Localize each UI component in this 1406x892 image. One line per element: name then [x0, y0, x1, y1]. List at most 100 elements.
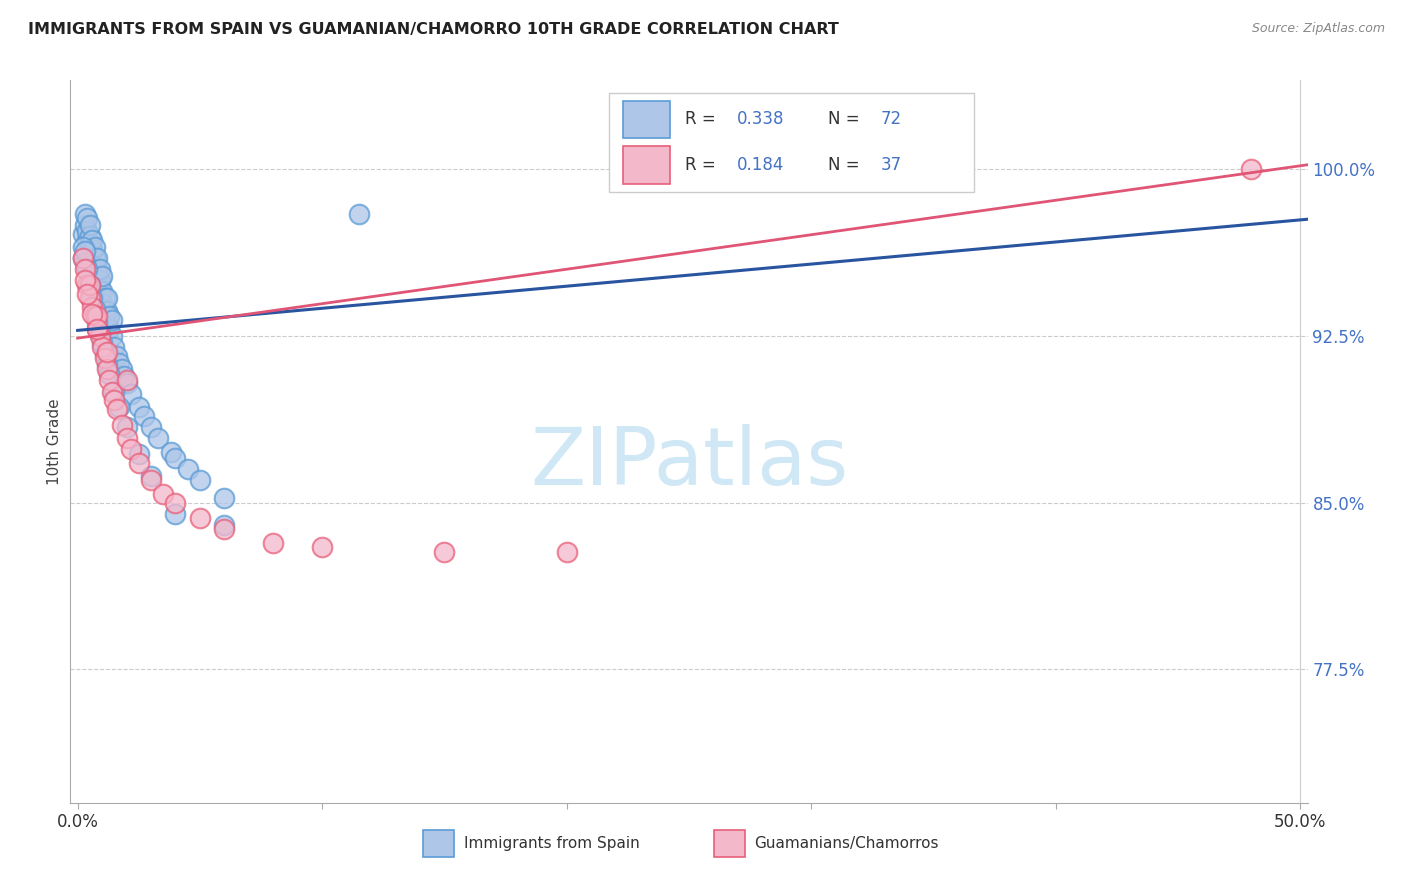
Point	[83, 302, 105, 317]
Point	[103, 384, 125, 399]
Point	[73, 218, 96, 232]
Text: R =: R =	[685, 156, 721, 174]
Point	[111, 362, 134, 376]
Point	[82, 233, 104, 247]
Point	[91, 268, 114, 283]
Point	[152, 487, 174, 501]
Point	[120, 442, 142, 457]
Point	[76, 233, 98, 247]
Point	[73, 244, 96, 259]
Point	[103, 340, 125, 354]
Point	[79, 277, 101, 292]
Point	[76, 277, 98, 292]
Point	[98, 322, 121, 336]
Point	[139, 474, 162, 488]
Text: N =: N =	[828, 156, 865, 174]
Point	[148, 431, 170, 445]
Point	[79, 291, 101, 305]
Point	[120, 386, 142, 401]
Y-axis label: 10th Grade: 10th Grade	[46, 398, 62, 485]
Point	[139, 469, 162, 483]
Text: N =: N =	[828, 111, 865, 128]
Point	[1240, 162, 1263, 177]
Point	[111, 417, 134, 432]
Point	[91, 285, 114, 299]
Point	[93, 304, 115, 318]
Point	[86, 273, 108, 287]
Point	[73, 207, 96, 221]
Point	[96, 291, 118, 305]
Point	[98, 373, 121, 387]
Point	[89, 329, 111, 343]
Point	[214, 517, 236, 532]
Point	[89, 262, 111, 277]
Point	[83, 240, 105, 254]
Point	[86, 322, 108, 336]
Point	[73, 273, 96, 287]
Point	[93, 291, 115, 305]
Point	[115, 420, 138, 434]
Bar	[623, 146, 671, 185]
Point	[76, 262, 98, 277]
Point	[128, 447, 150, 461]
Point	[96, 362, 118, 376]
Point	[96, 344, 118, 359]
Point	[73, 255, 96, 269]
Point	[86, 316, 108, 330]
Bar	[423, 830, 454, 857]
Point	[555, 544, 578, 558]
Point	[93, 347, 115, 361]
Point	[76, 211, 98, 226]
Bar	[714, 830, 745, 857]
Point	[72, 227, 94, 241]
Point	[108, 356, 131, 370]
Point	[108, 400, 131, 414]
Point	[98, 309, 121, 323]
Point	[96, 318, 118, 332]
Point	[311, 540, 333, 554]
Point	[115, 376, 138, 390]
Point	[115, 431, 138, 445]
Point	[79, 228, 101, 243]
Point	[91, 295, 114, 310]
Point	[79, 277, 101, 292]
Point	[101, 313, 124, 327]
Point	[159, 444, 181, 458]
Text: 0.184: 0.184	[737, 156, 785, 174]
Point	[83, 309, 105, 323]
Text: 37: 37	[880, 156, 901, 174]
Point	[82, 251, 104, 265]
Point	[73, 262, 96, 277]
Point	[128, 456, 150, 470]
Point	[214, 522, 236, 536]
Point	[105, 402, 128, 417]
Bar	[623, 101, 671, 138]
Point	[72, 251, 94, 265]
Point	[214, 491, 236, 506]
Text: Immigrants from Spain: Immigrants from Spain	[464, 836, 640, 851]
Point	[115, 373, 138, 387]
Point	[433, 544, 456, 558]
Text: Guamanians/Chamorros: Guamanians/Chamorros	[755, 836, 939, 851]
Point	[79, 235, 101, 250]
Point	[93, 351, 115, 366]
Point	[82, 291, 104, 305]
Point	[188, 511, 211, 525]
Text: IMMIGRANTS FROM SPAIN VS GUAMANIAN/CHAMORRO 10TH GRADE CORRELATION CHART: IMMIGRANTS FROM SPAIN VS GUAMANIAN/CHAMO…	[28, 22, 839, 37]
Point	[132, 409, 155, 423]
Point	[76, 286, 98, 301]
Point	[83, 262, 105, 277]
Point	[165, 507, 187, 521]
Point	[91, 340, 114, 354]
Point	[96, 358, 118, 372]
Point	[72, 240, 94, 254]
Point	[86, 322, 108, 336]
Text: ZIPatlas: ZIPatlas	[530, 425, 848, 502]
Point	[105, 349, 128, 363]
Point	[91, 335, 114, 350]
Point	[82, 307, 104, 321]
Point	[165, 451, 187, 466]
Text: 72: 72	[880, 111, 901, 128]
Point	[79, 244, 101, 259]
Text: Source: ZipAtlas.com: Source: ZipAtlas.com	[1251, 22, 1385, 36]
